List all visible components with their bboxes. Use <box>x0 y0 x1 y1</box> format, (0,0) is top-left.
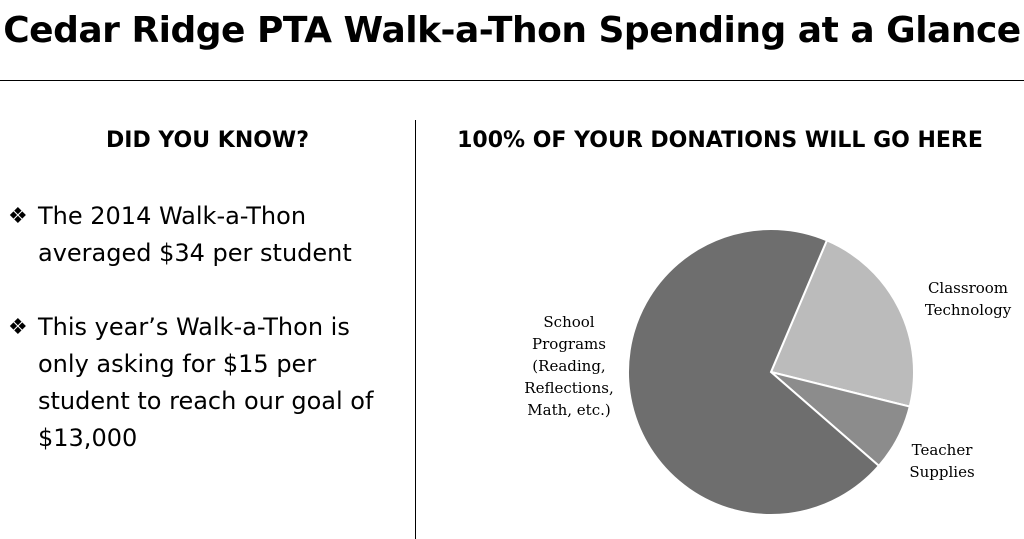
fact-text: This year’s Walk-a-Thon is only asking f… <box>38 313 374 452</box>
donations-pie-chart: Classroom Technology Teacher Supplies School… <box>416 175 1024 539</box>
facts-list: ❖ The 2014 Walk-a-Thon averaged $34 per … <box>8 198 408 494</box>
pie-slice-label-line: Classroom <box>928 279 1008 297</box>
pie-slice <box>627 228 881 516</box>
fact-text: The 2014 Walk-a-Thon averaged $34 per st… <box>38 202 352 267</box>
pie-slice-label-line: Technology <box>925 301 1012 319</box>
donations-heading: 100% OF YOUR DONATIONS WILL GO HERE <box>457 128 983 153</box>
pie-slice-label-line: School <box>543 313 594 331</box>
pie-slice-label: Classroom Technology <box>925 279 1012 319</box>
pie-slice-label-line: Supplies <box>909 463 974 481</box>
diamond-bullet-icon: ❖ <box>8 204 28 229</box>
fact-item: ❖ The 2014 Walk-a-Thon averaged $34 per … <box>8 198 408 272</box>
diamond-bullet-icon: ❖ <box>8 315 28 340</box>
did-you-know-heading: DID YOU KNOW? <box>106 128 309 153</box>
pie-slice-label-line: Programs <box>532 335 606 353</box>
column-divider <box>415 120 416 539</box>
pie-slice <box>769 239 915 408</box>
page-title: Cedar Ridge PTA Walk-a-Thon Spending at … <box>3 10 1021 51</box>
title-rule <box>0 80 1024 81</box>
fact-item: ❖ This year’s Walk-a-Thon is only asking… <box>8 309 408 457</box>
pie-slice-label-line: Teacher <box>912 441 974 459</box>
pie-slice-label-line: Reflections, <box>524 379 613 397</box>
pie-slice-label-line: (Reading, <box>532 357 605 375</box>
pie-chart-svg: Classroom Technology Teacher Supplies School… <box>524 228 1012 516</box>
pie-slice-label-line: Math, etc.) <box>527 401 610 419</box>
pie-slice-label: School Programs (Reading, Reflections, Math,… <box>524 313 613 419</box>
pie-slice-label: Teacher Supplies <box>909 441 974 481</box>
